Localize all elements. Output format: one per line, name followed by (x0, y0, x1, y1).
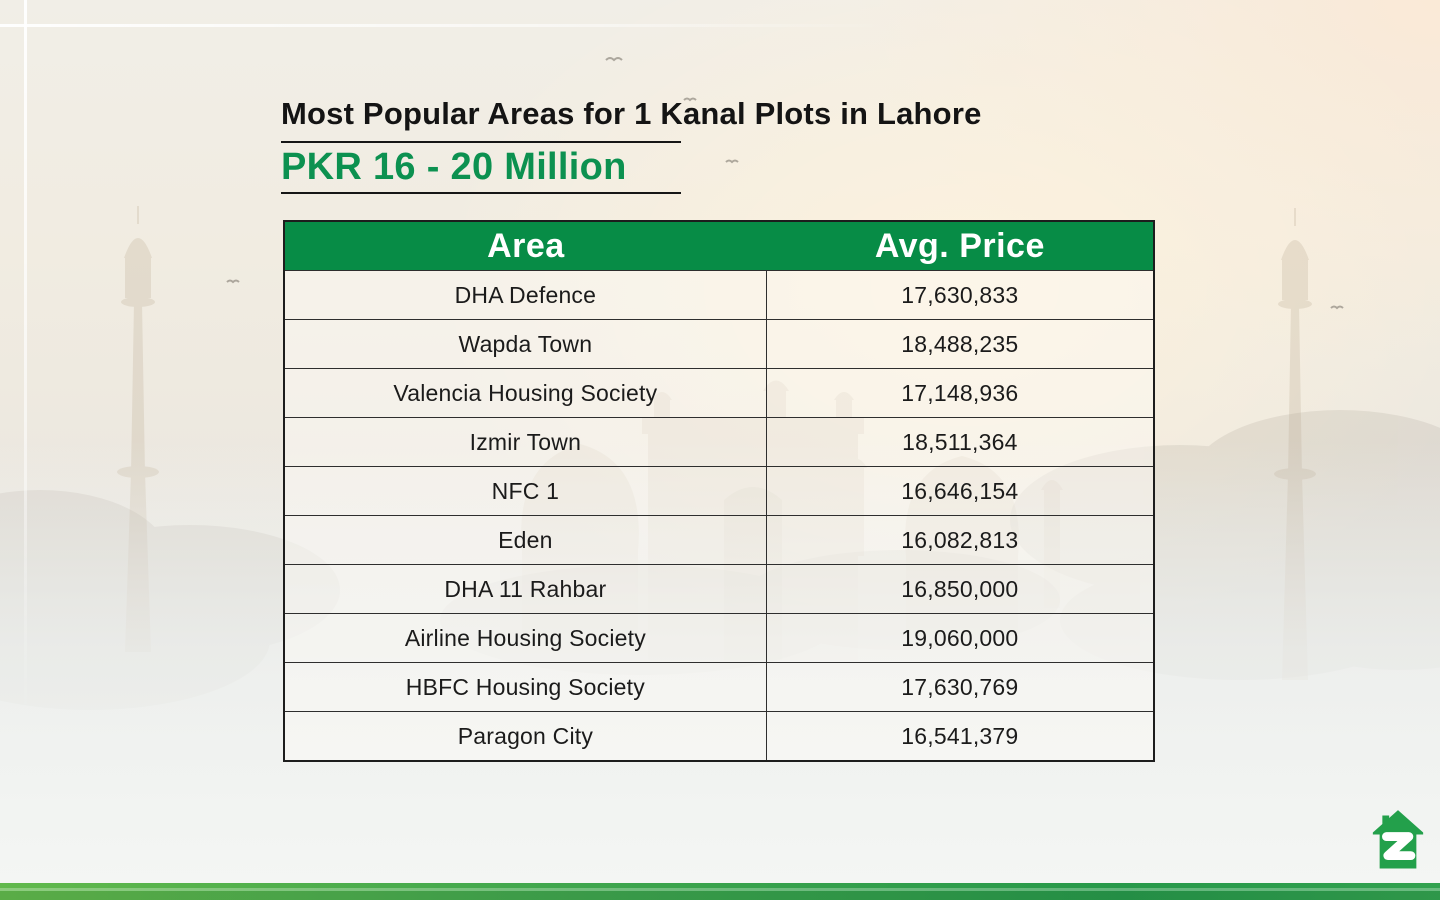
column-header-price: Avg. Price (874, 226, 1045, 265)
price-cell: 17,630,769 (901, 673, 1019, 700)
price-cell: 17,630,833 (901, 281, 1019, 308)
area-cell: Valencia Housing Society (285, 369, 767, 417)
price-cell: 18,488,235 (901, 330, 1019, 357)
table-row: NFC 1 16,646,154 (285, 466, 1153, 515)
area-cell: Wapda Town (285, 320, 767, 368)
title-underline (281, 141, 681, 143)
table-body: DHA Defence 17,630,833 Wapda Town 18,488… (285, 270, 1153, 760)
table-row: Wapda Town 18,488,235 (285, 319, 1153, 368)
title-block: Most Popular Areas for 1 Kanal Plots in … (281, 96, 982, 194)
column-header-area: Area (487, 226, 565, 265)
page-title: Most Popular Areas for 1 Kanal Plots in … (281, 96, 982, 131)
table-row: Izmir Town 18,511,364 (285, 417, 1153, 466)
area-cell: Izmir Town (285, 418, 767, 466)
table-row: Eden 16,082,813 (285, 515, 1153, 564)
area-cell: Eden (285, 516, 767, 564)
area-cell: DHA 11 Rahbar (285, 565, 767, 613)
area-cell: HBFC Housing Society (285, 663, 767, 711)
table-header-row: Area Avg. Price (285, 222, 1153, 270)
area-cell: Airline Housing Society (285, 614, 767, 662)
table-row: Paragon City 16,541,379 (285, 711, 1153, 760)
house-icon (1372, 810, 1424, 869)
areas-price-table: Area Avg. Price DHA Defence 17,630,833 W… (283, 220, 1155, 762)
birds-icon (226, 57, 1344, 310)
table-row: DHA Defence 17,630,833 (285, 270, 1153, 319)
subtitle-underline (281, 192, 681, 194)
price-cell: 16,082,813 (901, 526, 1019, 553)
area-cell: DHA Defence (285, 271, 767, 319)
price-cell: 16,646,154 (901, 477, 1019, 504)
price-cell: 17,148,936 (901, 379, 1019, 406)
decor-line-horizontal (0, 24, 920, 27)
area-cell: NFC 1 (285, 467, 767, 515)
zameen-logo (1372, 810, 1424, 869)
table-row: HBFC Housing Society 17,630,769 (285, 662, 1153, 711)
decor-line-vertical (24, 0, 27, 740)
price-range-subtitle: PKR 16 - 20 Million (281, 146, 627, 188)
footer-green-bar (0, 883, 1440, 900)
mist-overlay (0, 440, 1440, 900)
logo-z-letter (1382, 832, 1416, 861)
table-row: DHA 11 Rahbar 16,850,000 (285, 564, 1153, 613)
price-cell: 16,541,379 (901, 722, 1019, 749)
price-cell: 19,060,000 (901, 624, 1019, 651)
area-cell: Paragon City (285, 712, 767, 760)
price-cell: 18,511,364 (902, 428, 1018, 455)
table-row: Airline Housing Society 19,060,000 (285, 613, 1153, 662)
table-row: Valencia Housing Society 17,148,936 (285, 368, 1153, 417)
price-cell: 16,850,000 (901, 575, 1019, 602)
